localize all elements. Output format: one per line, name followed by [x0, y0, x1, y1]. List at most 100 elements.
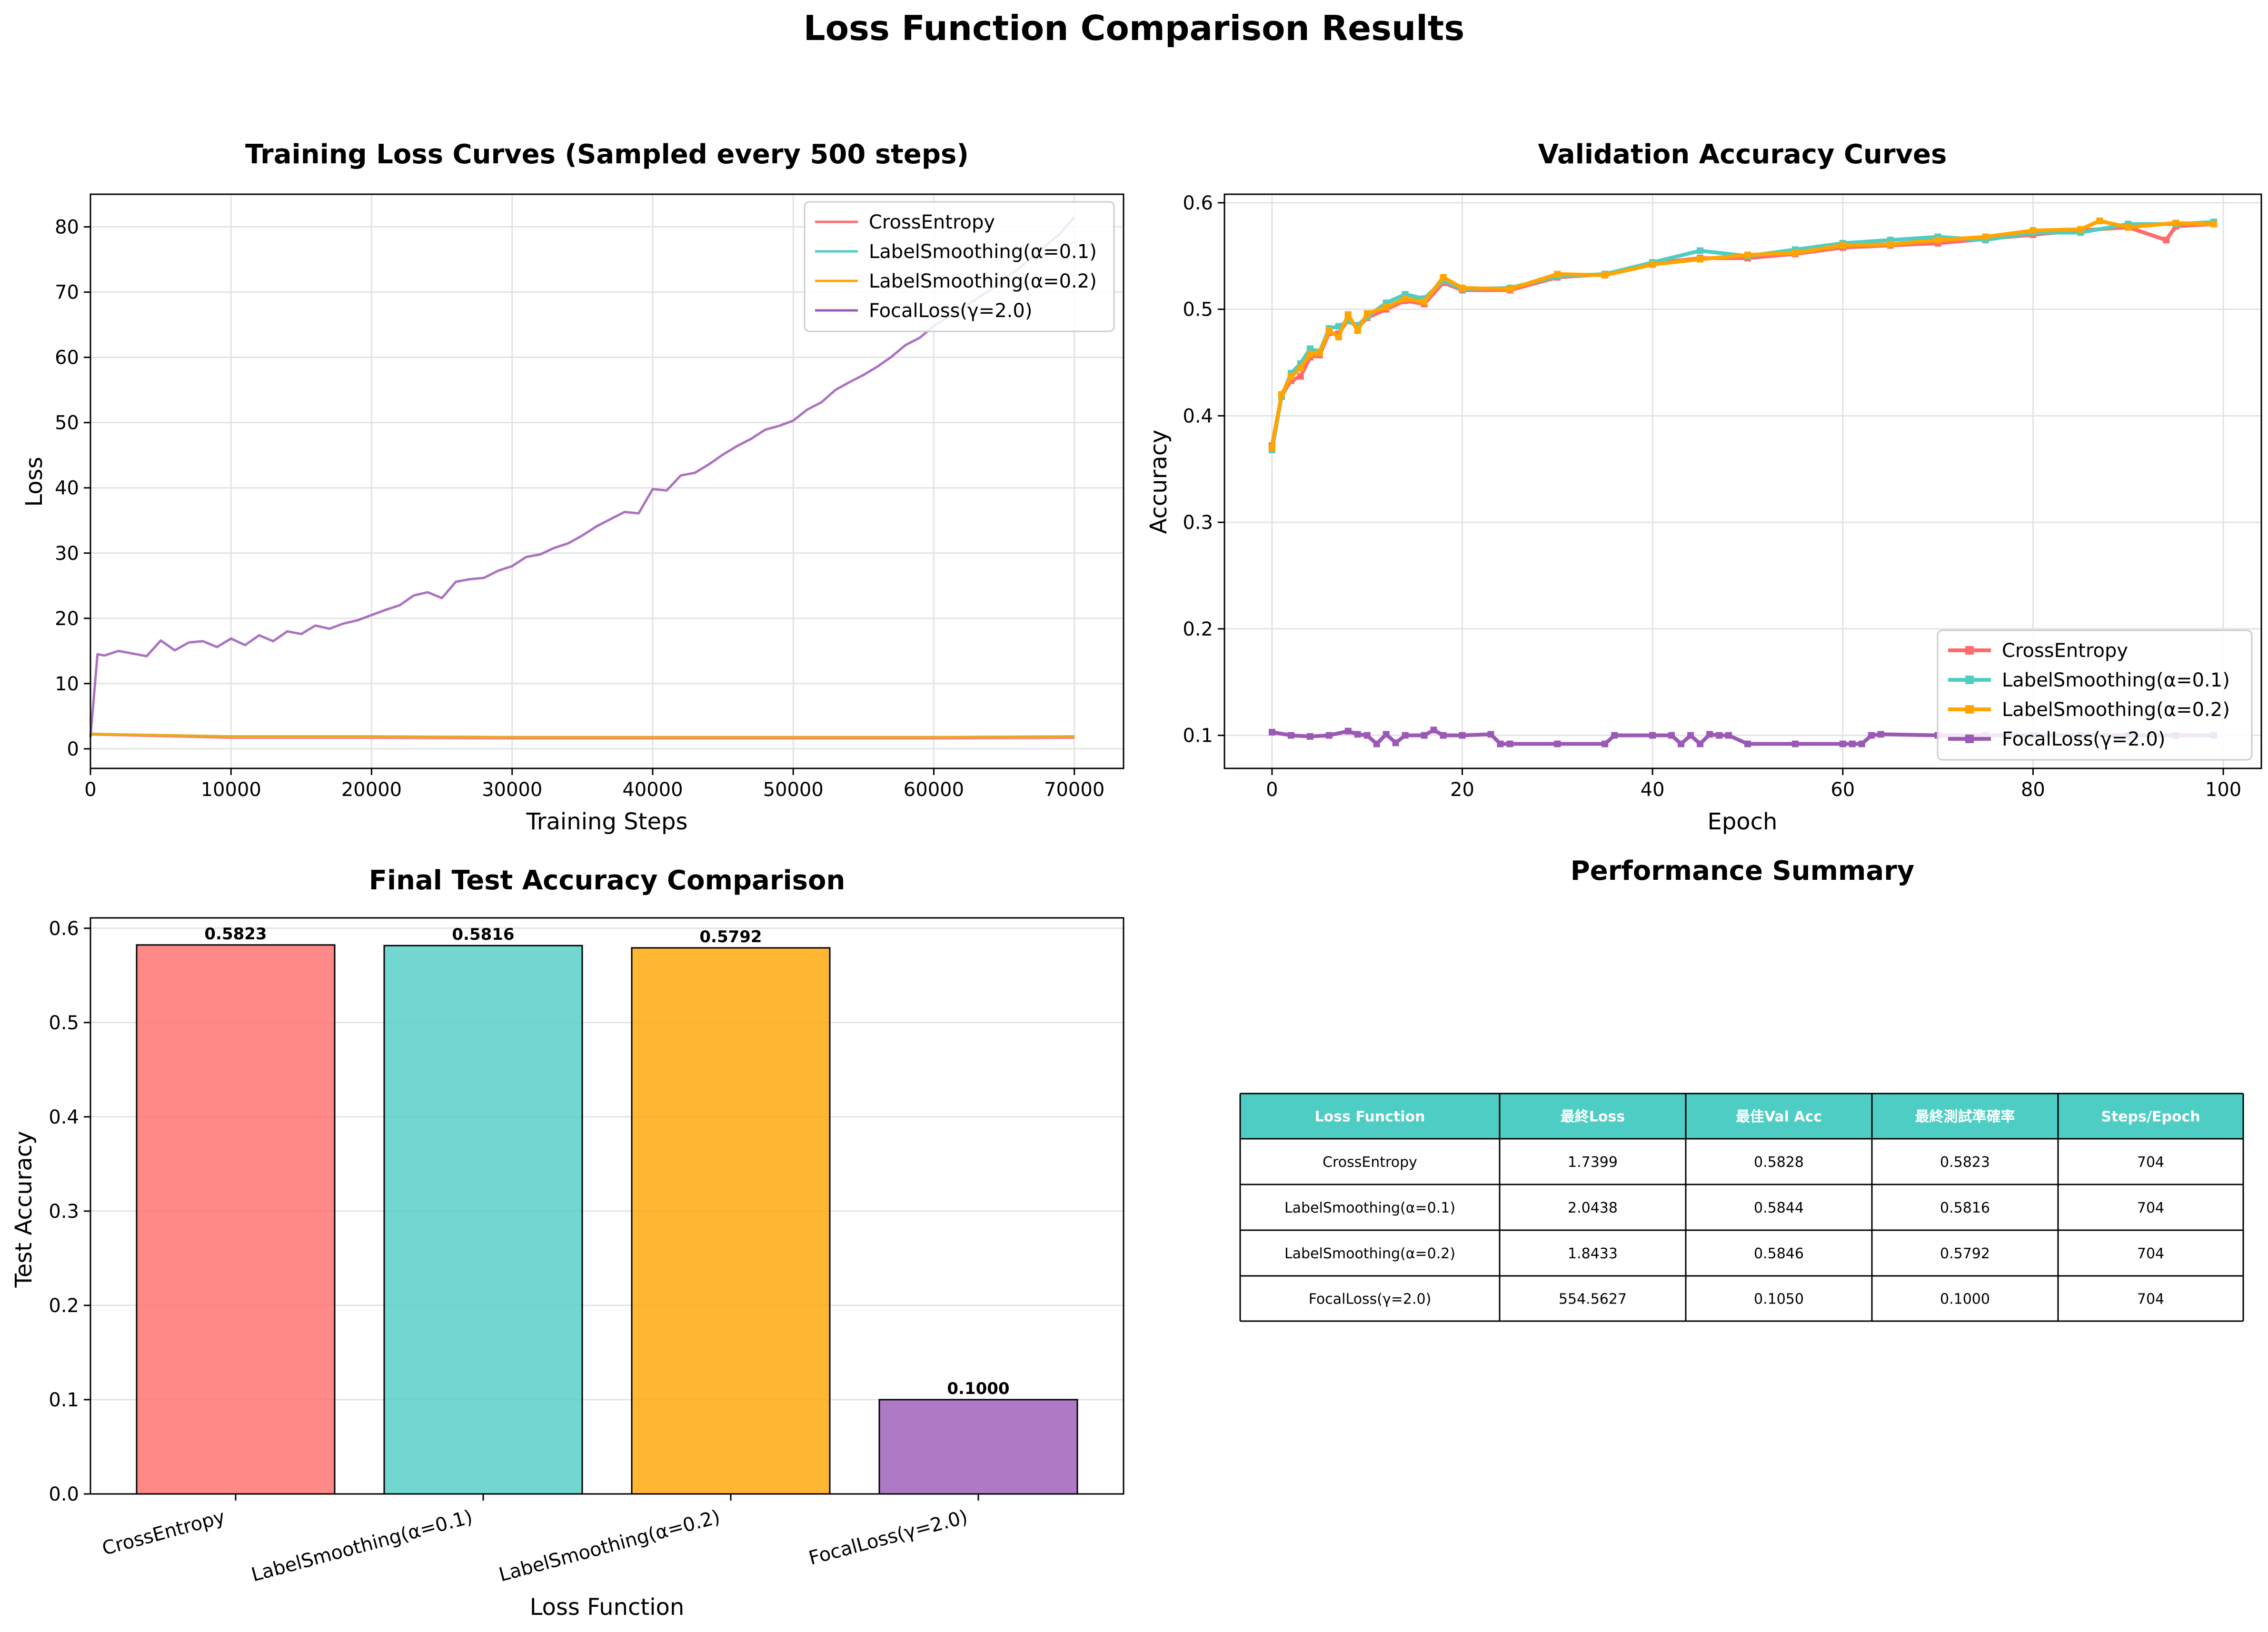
validation-accuracy-point — [1687, 732, 1694, 739]
table-header-cell: 最佳Val Acc — [1736, 1109, 1822, 1125]
validation-accuracy-legend-label: CrossEntropy — [2002, 640, 2128, 662]
validation-accuracy-point — [2096, 217, 2103, 224]
training-loss-axes-frame — [90, 193, 1124, 769]
validation-accuracy-point — [1554, 270, 1561, 278]
validation-accuracy-point — [1887, 241, 1894, 248]
validation-accuracy-point — [1268, 444, 1275, 451]
table-cell: 704 — [2137, 1291, 2164, 1308]
test-accuracy-bar — [631, 947, 831, 1495]
validation-accuracy-point — [1325, 732, 1333, 739]
table-header-cell: Loss Function — [1315, 1109, 1425, 1125]
validation-accuracy-point — [1440, 274, 1447, 281]
validation-accuracy-point — [1791, 249, 1799, 257]
training-loss-xlabel: Training Steps — [526, 808, 688, 835]
training-loss-title: Training Loss Curves (Sampled every 500 … — [245, 139, 969, 170]
test-accuracy-ytick-label: 0.3 — [49, 1201, 79, 1223]
test-accuracy-xlabel: Loss Function — [530, 1594, 685, 1621]
table-cell: 0.5816 — [1940, 1200, 1990, 1216]
test-accuracy-ytick-label: 0.1 — [49, 1389, 79, 1411]
table-header-cell: Steps/Epoch — [2101, 1109, 2200, 1125]
validation-accuracy-point — [1402, 732, 1409, 739]
table-header-bg — [1240, 1094, 2243, 1139]
validation-accuracy-ytick-label: 0.4 — [1183, 405, 1213, 427]
training-loss-ytick-label: 70 — [55, 282, 79, 304]
validation-accuracy-point — [1459, 732, 1466, 739]
validation-accuracy-panel: Validation Accuracy Curves Epoch Accurac… — [1145, 139, 2262, 835]
validation-accuracy-point — [1440, 732, 1447, 739]
validation-accuracy-point — [1383, 304, 1390, 311]
validation-accuracy-point — [1877, 731, 1884, 738]
validation-accuracy-point — [2029, 227, 2037, 234]
validation-accuracy-point — [1306, 345, 1313, 352]
test-accuracy-xtick-label: FocalLoss(γ=2.0) — [806, 1506, 970, 1569]
test-accuracy-ytick-label: 0.5 — [49, 1012, 79, 1034]
validation-accuracy-point — [1697, 256, 1704, 263]
validation-accuracy-point — [1697, 247, 1704, 254]
training-loss-legend-label: LabelSmoothing(α=0.1) — [869, 241, 1097, 263]
validation-accuracy-ytick-label: 0.2 — [1183, 618, 1213, 640]
validation-accuracy-xtick-label: 100 — [2205, 779, 2241, 801]
validation-accuracy-point — [1421, 732, 1428, 739]
figure-title: Loss Function Comparison Results — [804, 8, 1464, 48]
validation-accuracy-legend-marker — [1965, 646, 1974, 655]
validation-accuracy-point — [1430, 726, 1437, 734]
validation-accuracy-plot-area: 0 20 40 60 80 100 0.1 0.2 0.3 0.4 0.5 0.6 CrossEntro… — [1183, 192, 2262, 801]
table-cell: 704 — [2137, 1200, 2164, 1216]
validation-accuracy-point — [2077, 226, 2084, 233]
table-cell: 0.1000 — [1940, 1291, 1990, 1308]
training-loss-legend-label: LabelSmoothing(α=0.2) — [869, 270, 1097, 292]
validation-accuracy-point — [1725, 732, 1732, 739]
training-loss-xtick-label: 20000 — [341, 779, 402, 801]
test-accuracy-xtick-label: LabelSmoothing(α=0.2) — [497, 1506, 722, 1586]
training-loss-xtick-label: 0 — [84, 779, 96, 801]
test-accuracy-ylabel: Test Accuracy — [10, 1131, 37, 1288]
test-accuracy-bar — [383, 945, 583, 1495]
validation-accuracy-legend-box — [1937, 629, 2253, 761]
training-loss-xtick-label: 30000 — [482, 779, 542, 801]
training-loss-series-line — [90, 732, 1074, 738]
training-loss-plot-area: 0 10000 20000 30000 40000 50000 60000 70000 0 10 2… — [55, 193, 1124, 801]
training-loss-xtick-label: 40000 — [622, 779, 683, 801]
training-loss-series-line — [90, 733, 1074, 740]
validation-accuracy-legend-label: LabelSmoothing(α=0.1) — [2002, 669, 2230, 691]
validation-accuracy-point — [1868, 732, 1875, 739]
validation-accuracy-point — [1306, 350, 1313, 358]
validation-accuracy-ytick-label: 0.6 — [1183, 192, 1213, 214]
validation-accuracy-point — [1697, 740, 1704, 747]
training-loss-xtick-label: 70000 — [1044, 779, 1104, 801]
validation-accuracy-point — [1506, 286, 1513, 293]
test-accuracy-bar — [878, 1399, 1078, 1495]
validation-accuracy-ytick-label: 0.3 — [1183, 512, 1213, 534]
training-loss-ylabel: Loss — [21, 457, 48, 507]
test-accuracy-bar-value-label: 0.5823 — [204, 925, 267, 944]
validation-accuracy-point — [1611, 732, 1618, 739]
validation-accuracy-point — [1354, 327, 1361, 334]
training-loss-xtick-label: 50000 — [763, 779, 824, 801]
validation-accuracy-point — [1506, 740, 1513, 747]
validation-accuracy-xtick-label: 80 — [2021, 779, 2045, 801]
validation-accuracy-point — [1858, 740, 1865, 747]
validation-accuracy-point — [2172, 219, 2179, 227]
validation-accuracy-point — [1287, 732, 1294, 739]
validation-accuracy-point — [1497, 740, 1504, 747]
validation-accuracy-point — [1268, 728, 1275, 736]
validation-accuracy-point — [1678, 740, 1685, 747]
table-header-cell: 最終測試準確率 — [1915, 1109, 2015, 1125]
validation-accuracy-point — [1392, 739, 1399, 746]
validation-accuracy-point — [1602, 740, 1609, 747]
validation-accuracy-xtick-label: 20 — [1450, 779, 1474, 801]
table-cell: CrossEntropy — [1323, 1154, 1417, 1171]
validation-accuracy-point — [1325, 327, 1333, 334]
validation-accuracy-point — [1849, 740, 1856, 747]
validation-accuracy-xtick-label: 0 — [1266, 779, 1278, 801]
table-cell: 704 — [2137, 1245, 2164, 1262]
validation-accuracy-ytick-label: 0.5 — [1183, 299, 1213, 321]
validation-accuracy-point — [2163, 237, 2170, 244]
table-cell: 1.7399 — [1568, 1154, 1618, 1171]
test-accuracy-xtick-label: LabelSmoothing(α=0.1) — [249, 1506, 475, 1586]
training-loss-panel: Training Loss Curves (Sampled every 500 … — [21, 139, 1124, 835]
table-cell: 554.5627 — [1559, 1291, 1627, 1308]
validation-accuracy-point — [1554, 740, 1561, 747]
validation-accuracy-point — [1668, 732, 1675, 739]
validation-accuracy-point — [1306, 733, 1313, 740]
